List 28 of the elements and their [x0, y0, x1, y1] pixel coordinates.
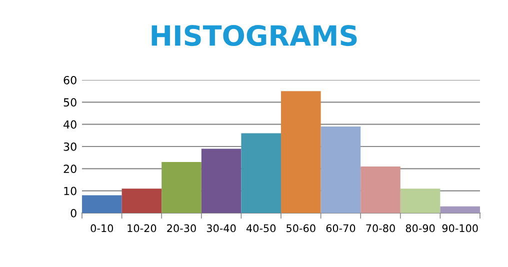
y-tick-label: 30 [64, 142, 76, 151]
bar [241, 133, 281, 213]
bar [440, 206, 480, 213]
bar [400, 188, 440, 213]
y-tick-label: 0 [70, 208, 76, 218]
bar [122, 188, 162, 213]
y-tick-label: 40 [64, 120, 76, 129]
bar [162, 162, 202, 213]
y-tick-label: 20 [64, 164, 76, 174]
bar [320, 126, 361, 213]
x-tick-label: 60-70 [326, 224, 356, 232]
bar [281, 91, 321, 213]
y-tick-label: 60 [64, 76, 76, 84]
x-tick-label: 30-40 [206, 224, 236, 232]
x-tick-label: 80-90 [406, 224, 435, 232]
x-tick-label: 10-20 [128, 224, 156, 232]
bar [201, 148, 242, 213]
chart-title: HISTOGRAMS [152, 25, 357, 46]
x-tick-label: 70-80 [366, 224, 395, 232]
x-tick-label: 0-10 [90, 224, 114, 232]
y-tick-label: 50 [64, 98, 76, 107]
bar [360, 166, 400, 213]
x-tick-label: 50-60 [286, 224, 316, 232]
x-tick-label: 90-100 [442, 224, 478, 232]
y-tick-label: 10 [64, 186, 76, 196]
bar [82, 195, 122, 213]
x-tick-label: 20-30 [167, 224, 196, 232]
x-tick-label: 40-50 [246, 224, 276, 232]
